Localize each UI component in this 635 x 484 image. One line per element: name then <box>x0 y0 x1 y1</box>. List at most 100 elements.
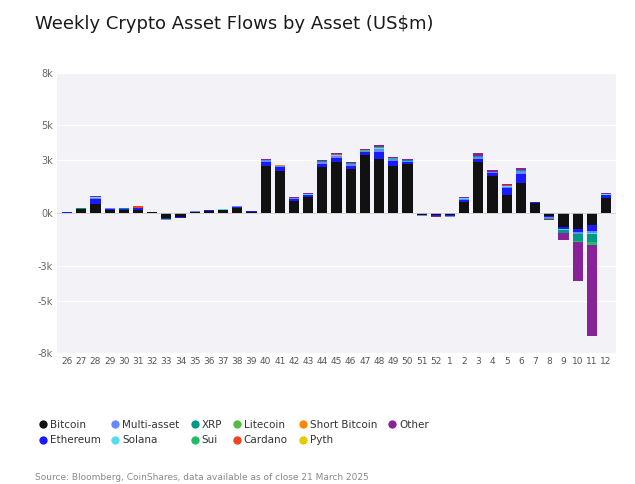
Bar <box>105 208 115 209</box>
Bar <box>133 208 143 210</box>
Bar <box>530 202 540 203</box>
Bar <box>345 169 356 213</box>
Bar <box>488 173 498 176</box>
Bar <box>119 210 129 213</box>
Bar <box>502 184 512 185</box>
Bar <box>105 211 115 213</box>
Bar <box>459 197 469 198</box>
Text: Source: Bloomberg, CoinShares, data available as of close 21 March 2025: Source: Bloomberg, CoinShares, data avai… <box>35 472 369 482</box>
Bar <box>345 166 356 169</box>
Bar <box>544 216 554 217</box>
Bar <box>360 150 370 151</box>
Bar <box>445 215 455 216</box>
Bar <box>76 209 86 210</box>
Bar <box>275 171 285 213</box>
Bar <box>318 164 328 167</box>
Bar <box>558 227 568 229</box>
Bar <box>502 186 512 187</box>
Bar <box>587 233 597 234</box>
Bar <box>544 219 554 220</box>
Bar <box>544 213 554 216</box>
Bar <box>516 183 526 213</box>
Bar <box>431 215 441 216</box>
Bar <box>360 155 370 213</box>
Bar <box>147 212 157 213</box>
Bar <box>260 159 271 160</box>
Bar <box>161 213 171 218</box>
Bar <box>331 155 342 158</box>
Bar <box>573 241 583 242</box>
Bar <box>587 213 597 225</box>
Bar <box>133 206 143 208</box>
Bar <box>516 174 526 183</box>
Bar <box>246 212 257 213</box>
Bar <box>502 188 512 196</box>
Bar <box>516 170 526 171</box>
Bar <box>558 229 568 233</box>
Bar <box>388 166 398 213</box>
Bar <box>260 166 271 213</box>
Bar <box>502 196 512 213</box>
Bar <box>303 197 313 213</box>
Bar <box>388 159 398 161</box>
Bar <box>90 197 100 199</box>
Bar <box>105 209 115 211</box>
Bar <box>488 169 498 172</box>
Bar <box>360 152 370 155</box>
Bar <box>374 159 384 213</box>
Bar <box>459 202 469 213</box>
Bar <box>459 199 469 200</box>
Bar <box>445 216 455 217</box>
Bar <box>573 234 583 241</box>
Legend: Bitcoin, Ethereum, Multi-asset, Solana, XRP, Sui, Litecoin, Cardano, Short Bitco: Bitcoin, Ethereum, Multi-asset, Solana, … <box>40 420 429 445</box>
Bar <box>90 204 100 213</box>
Bar <box>133 210 143 213</box>
Bar <box>232 207 243 208</box>
Bar <box>90 199 100 204</box>
Bar <box>601 193 611 194</box>
Bar <box>374 145 384 147</box>
Bar <box>587 225 597 230</box>
Bar <box>218 211 228 213</box>
Bar <box>587 234 597 242</box>
Bar <box>331 153 342 154</box>
Bar <box>573 232 583 234</box>
Bar <box>303 196 313 197</box>
Bar <box>345 164 356 166</box>
Bar <box>417 213 427 215</box>
Bar <box>473 153 483 156</box>
Bar <box>260 160 271 162</box>
Bar <box>204 211 214 213</box>
Bar <box>601 195 611 196</box>
Bar <box>601 196 611 198</box>
Bar <box>473 159 483 162</box>
Bar <box>459 200 469 202</box>
Bar <box>331 158 342 162</box>
Bar <box>573 229 583 232</box>
Bar <box>260 162 271 166</box>
Bar <box>175 217 185 218</box>
Bar <box>403 162 413 164</box>
Bar <box>587 242 597 244</box>
Bar <box>374 149 384 151</box>
Bar <box>445 213 455 215</box>
Bar <box>573 213 583 229</box>
Bar <box>587 245 597 336</box>
Bar <box>374 151 384 159</box>
Bar <box>388 157 398 158</box>
Bar <box>161 218 171 219</box>
Bar <box>289 199 299 201</box>
Bar <box>318 160 328 161</box>
Bar <box>374 148 384 149</box>
Bar <box>303 193 313 194</box>
Bar <box>403 159 413 160</box>
Text: Weekly Crypto Asset Flows by Asset (US$m): Weekly Crypto Asset Flows by Asset (US$m… <box>35 15 434 32</box>
Bar <box>119 209 129 210</box>
Bar <box>558 233 568 241</box>
Bar <box>488 172 498 173</box>
Bar <box>76 210 86 213</box>
Bar <box>190 212 200 213</box>
Bar <box>601 198 611 213</box>
Bar <box>403 161 413 162</box>
Bar <box>516 171 526 174</box>
